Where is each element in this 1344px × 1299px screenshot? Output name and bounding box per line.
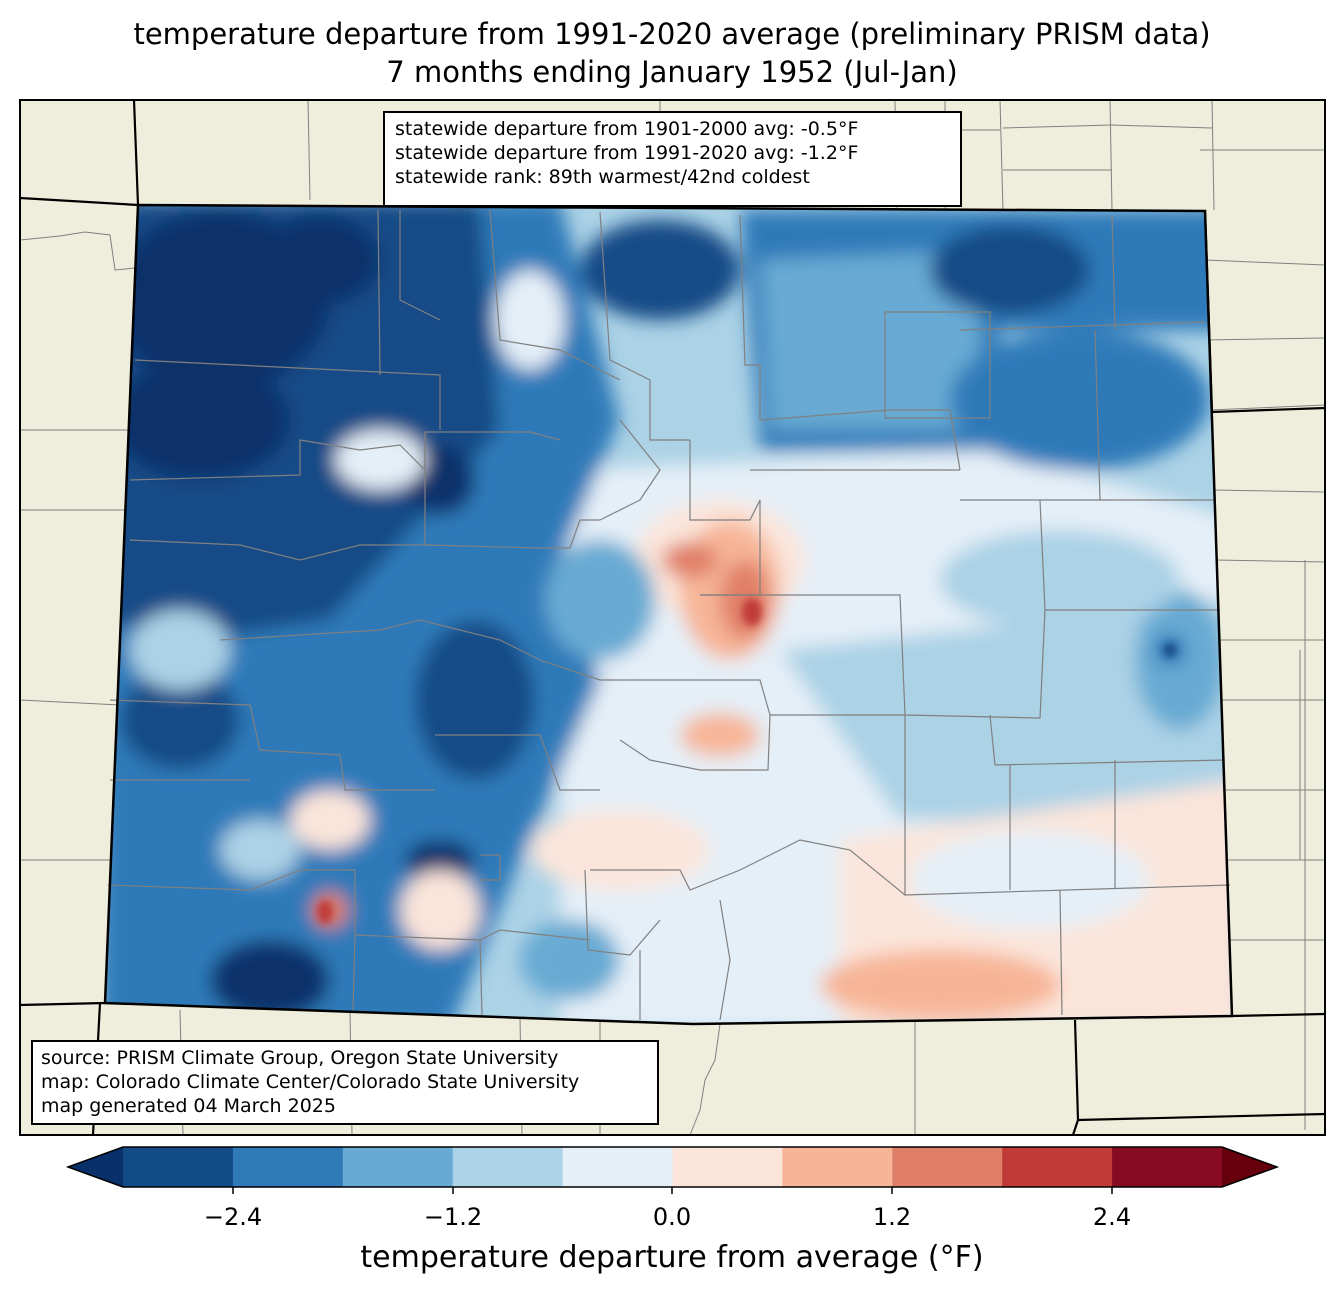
temperature-departure-field [105,205,1232,1024]
colorbar-bin [1112,1147,1223,1187]
map-title-line-2: 7 months ending January 1952 (Jul-Jan) [386,55,958,89]
colorbar-bin [1002,1147,1113,1187]
colorbar-extend-high [1222,1147,1277,1187]
statewide-stats-box: statewide departure from 1901-2000 avg: … [383,111,962,207]
colorbar-tick-label: 2.4 [1092,1203,1132,1231]
colorbar-tick-label: −1.2 [423,1203,483,1231]
colorbar-tick-label: 1.2 [872,1203,912,1231]
map-title-line-1: temperature departure from 1991-2020 ave… [133,17,1211,51]
credits-line-1: source: PRISM Climate Group, Oregon Stat… [41,1047,559,1069]
stats-line-2: statewide departure from 1991-2020 avg: … [395,142,859,164]
colorbar-label: temperature departure from average (°F) [360,1240,984,1275]
credits-box: source: PRISM Climate Group, Oregon Stat… [31,1040,659,1125]
colorbar-outline [65,1146,1280,1188]
colorbar-bin [892,1147,1003,1187]
credits-line-2: map: Colorado Climate Center/Colorado St… [41,1071,580,1093]
county-lines [107,209,1231,1021]
stats-line-3: statewide rank: 89th warmest/42nd coldes… [395,166,810,188]
colorbar-bin [232,1147,344,1187]
colorbar [65,1146,1280,1194]
colorbar-bin [562,1147,673,1187]
colorbar-bin [123,1147,234,1187]
stats-line-1: statewide departure from 1901-2000 avg: … [395,118,859,140]
colorbar-bin [452,1147,564,1187]
colorbar-tick-label: 0.0 [652,1203,692,1231]
colorbar-bin [342,1147,454,1187]
colorbar-bin [672,1147,783,1187]
credits-line-3: map generated 04 March 2025 [41,1095,336,1117]
colorbar-tick-label: −2.4 [203,1203,263,1231]
colorado-border [103,203,1234,1026]
map-border [19,99,1326,1136]
colorbar-bin [782,1147,893,1187]
colorbar-extend-low [68,1147,123,1187]
